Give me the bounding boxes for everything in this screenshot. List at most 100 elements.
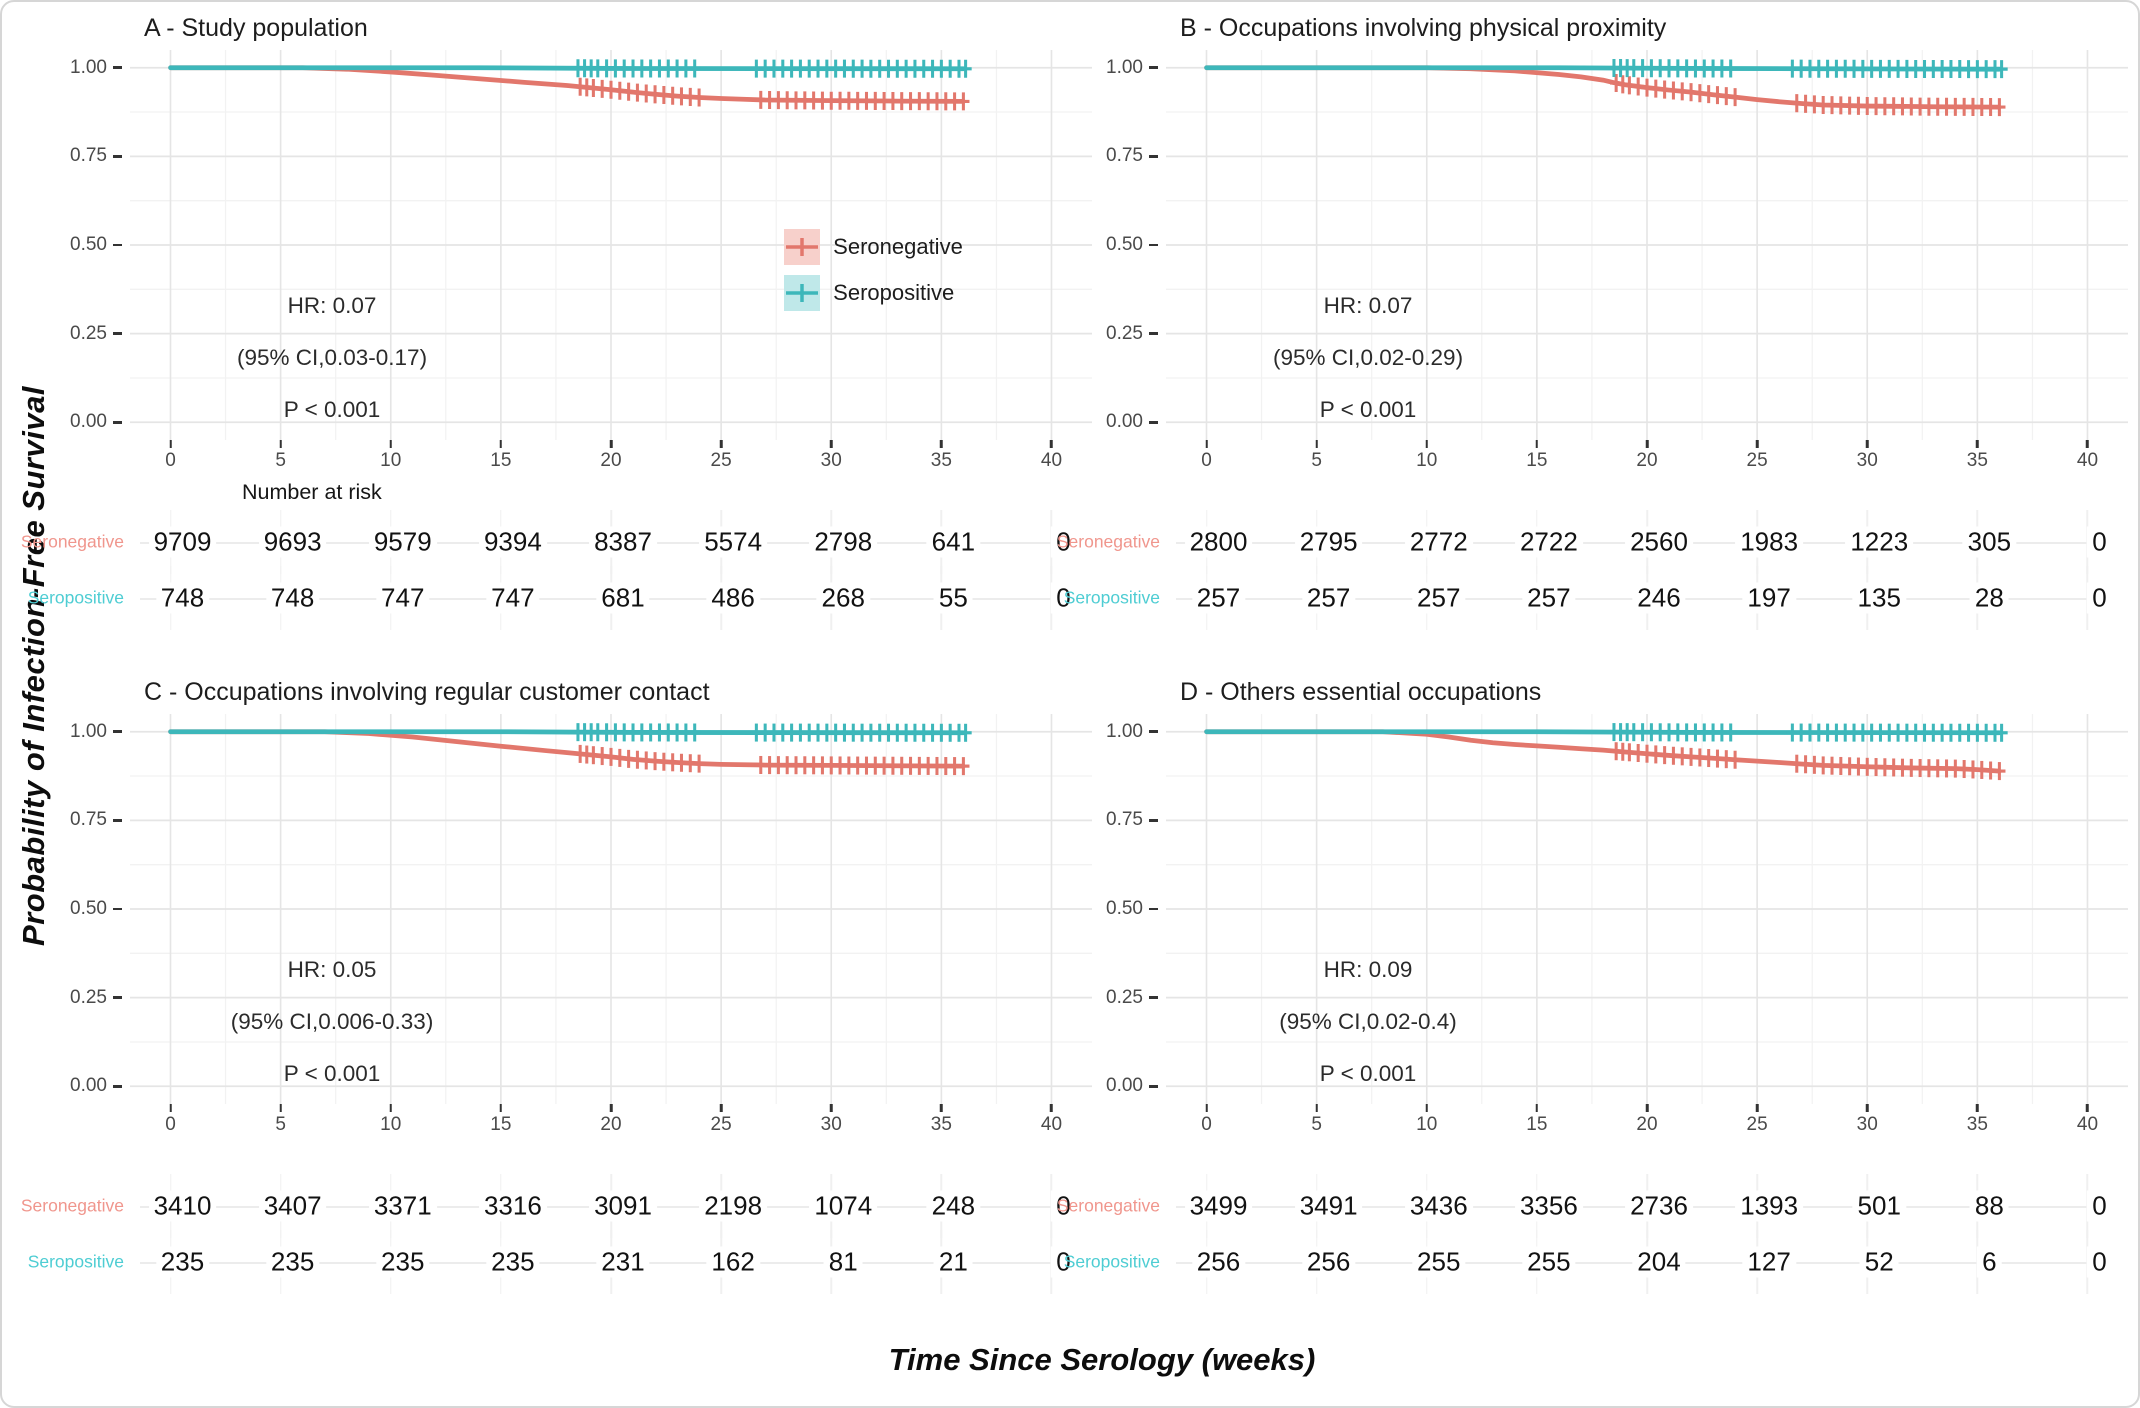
risk-count: 257 [1191, 582, 1246, 614]
risk-count: 28 [1969, 582, 2009, 614]
x-tick-mark [1315, 1104, 1318, 1112]
x-tick-label: 10 [380, 1114, 402, 1135]
risk-count: 204 [1632, 1246, 1686, 1278]
stats-annotation: HR: 0.05 (95% CI,0.006-0.33) P < 0.001 [231, 944, 434, 1100]
x-tick-label: 20 [600, 450, 622, 471]
risk-count: 162 [706, 1246, 760, 1278]
x-tick-mark [1755, 440, 1759, 448]
x-tick-label: 5 [275, 1114, 286, 1135]
legend: Seronegative Seropositive [784, 229, 963, 312]
risk-count: 256 [1301, 1246, 1356, 1278]
number-at-risk-strip [130, 1142, 1102, 1178]
seropositive-swatch-icon [784, 275, 821, 312]
risk-count: 3436 [1404, 1190, 1473, 1222]
risk-row-label: Seropositive [27, 1251, 124, 1272]
confidence-interval-text: (95% CI,0.03-0.17) [236, 345, 428, 371]
y-tick-label: 0.75 [1106, 809, 1158, 831]
risk-row-seropositive: Seropositive 748 748 747 747 681 486 268 55 0 [28, 566, 1092, 630]
risk-count: 9579 [368, 526, 437, 558]
stats-annotation: HR: 0.07 (95% CI,0.02-0.29) P < 0.001 [1273, 280, 1463, 436]
p-value-text: P < 0.001 [283, 1061, 381, 1087]
number-at-risk-strip [1166, 478, 2138, 514]
panel-c-customer-contact: C - Occupations involving regular custom… [21, 666, 1102, 1330]
risk-count: 55 [933, 582, 973, 614]
x-tick-mark [1205, 440, 1208, 448]
risk-count: 6 [1977, 1246, 2002, 1278]
x-tick-mark [1976, 1104, 1979, 1112]
x-tick-mark [499, 440, 503, 448]
hazard-ratio-text: HR: 0.09 [1323, 957, 1413, 983]
risk-count: 5574 [699, 526, 768, 558]
number-at-risk-label: Number at risk [242, 480, 382, 504]
y-tick-label: 0.25 [70, 323, 122, 345]
panel-d-other-essential: D - Others essential occupations 1.00 0.7… [1057, 666, 2138, 1330]
risk-count: 2798 [809, 526, 878, 558]
x-tick-label: 15 [1526, 1114, 1548, 1135]
y-tick-label: 0.75 [1106, 145, 1158, 167]
risk-count: 256 [1191, 1246, 1246, 1278]
risk-table: Seronegative 2800 2795 2772 2722 2560 1983 1223… [1057, 510, 2128, 630]
x-tick-mark [389, 440, 392, 448]
x-tick-label: 40 [1040, 450, 1063, 471]
y-tick-label: 0.25 [1106, 987, 1158, 1009]
y-tick-label: 0.50 [70, 234, 122, 256]
risk-count: 0 [2087, 526, 2112, 558]
y-axis-title: Probability of Infection-Free Survival [16, 386, 51, 946]
hazard-ratio-text: HR: 0.07 [287, 293, 377, 319]
x-tick-mark [940, 1104, 943, 1112]
risk-row-label: Seropositive [1063, 1251, 1160, 1272]
km-plot-svg [130, 50, 1092, 440]
x-tick-label: 35 [1966, 450, 1988, 471]
risk-count: 305 [1962, 526, 2017, 558]
risk-count: 0 [2087, 582, 2112, 614]
risk-row-seropositive: Seropositive 257 257 257 257 246 197 135 28 0 [1064, 566, 2128, 630]
km-plot: HR: 0.09 (95% CI,0.02-0.4) P < 0.001 [1166, 714, 2128, 1104]
y-tick-label: 0.25 [70, 987, 122, 1009]
km-plot: HR: 0.05 (95% CI,0.006-0.33) P < 0.001 [130, 714, 1092, 1104]
x-tick-label: 40 [2076, 1114, 2099, 1135]
x-tick-mark [609, 1104, 613, 1112]
risk-count: 127 [1742, 1246, 1796, 1278]
risk-count: 3491 [1294, 1190, 1363, 1222]
x-tick-label: 25 [710, 450, 732, 471]
panel-title: A - Study population [144, 14, 368, 42]
y-tick-label: 0.00 [1106, 1075, 1158, 1097]
x-tick-label: 35 [930, 450, 952, 471]
km-plot-svg [1166, 714, 2128, 1104]
risk-row-label: Seronegative [1056, 531, 1160, 552]
y-axis-ticks: 1.00 0.75 0.50 0.25 0.00 [1102, 714, 1166, 1104]
y-tick-label: 0.25 [1106, 323, 1158, 345]
risk-count: 501 [1852, 1190, 1906, 1222]
x-tick-label: 20 [1636, 1114, 1658, 1135]
x-axis-ticks: 0 5 10 15 20 25 30 35 40 [130, 1104, 1092, 1142]
x-tick-mark [940, 440, 943, 448]
risk-count: 257 [1412, 582, 1466, 614]
y-tick-label: 1.00 [1106, 721, 1158, 743]
x-tick-label: 20 [1636, 450, 1658, 471]
risk-row-seropositive: Seropositive 256 256 255 255 204 127 52 6 0 [1064, 1230, 2128, 1294]
x-axis-ticks: 0 5 10 15 20 25 30 35 40 [130, 440, 1092, 478]
number-at-risk-strip [1166, 1142, 2138, 1178]
risk-count: 0 [1051, 582, 1076, 614]
x-tick-label: 25 [710, 1114, 732, 1135]
y-tick-label: 0.75 [70, 145, 122, 167]
risk-row-seronegative: Seronegative 9709 9693 9579 9394 8387 5574 2798… [21, 510, 1092, 574]
x-tick-label: 25 [1746, 1114, 1768, 1135]
y-tick-label: 1.00 [1106, 57, 1158, 79]
x-tick-label: 30 [1856, 450, 1878, 471]
x-tick-label: 20 [600, 1114, 622, 1135]
risk-count: 268 [816, 582, 870, 614]
risk-count: 235 [155, 1246, 210, 1278]
x-tick-label: 15 [490, 450, 512, 471]
risk-table: Seronegative 3499 3491 3436 3356 2736 1393 501 8… [1057, 1174, 2128, 1294]
x-tick-mark [1535, 1104, 1539, 1112]
y-tick-label: 1.00 [70, 57, 122, 79]
risk-count: 9709 [148, 526, 217, 558]
x-tick-label: 35 [930, 1114, 952, 1135]
x-tick-mark [499, 1104, 503, 1112]
risk-count: 747 [376, 582, 430, 614]
x-tick-mark [1645, 1104, 1649, 1112]
stats-annotation: HR: 0.09 (95% CI,0.02-0.4) P < 0.001 [1279, 944, 1457, 1100]
hazard-ratio-text: HR: 0.07 [1323, 293, 1413, 319]
